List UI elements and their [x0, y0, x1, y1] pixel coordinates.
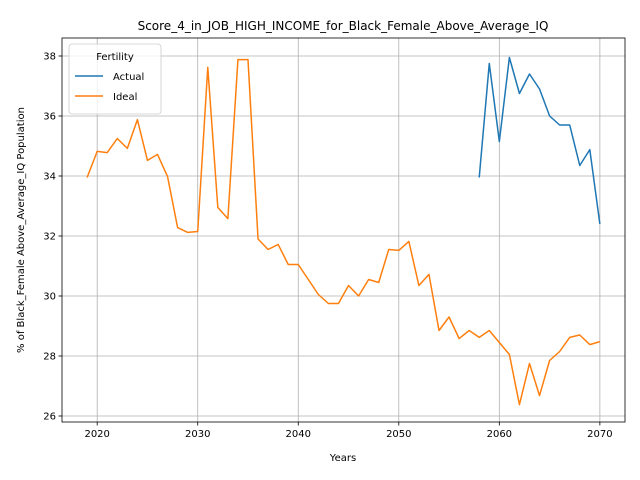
y-tick-label: 32: [43, 232, 56, 243]
y-tick-label: 36: [43, 112, 56, 123]
x-tick-label: 2070: [587, 429, 612, 440]
x-tick-label: 2050: [386, 429, 411, 440]
legend-entry-ideal: Ideal: [113, 92, 137, 103]
series-line-ideal: [86, 58, 601, 406]
series-lines: [86, 56, 601, 406]
x-tick-label: 2060: [487, 429, 512, 440]
x-tick-label: 2040: [286, 429, 311, 440]
x-tick-label: 2020: [84, 429, 109, 440]
y-tick-label: 26: [43, 412, 56, 423]
y-axis-ticks: 26 28 30 32 34 36 38: [43, 52, 62, 423]
chart-title: Score_4_in_JOB_HIGH_INCOME_for_Black_Fem…: [138, 19, 549, 33]
legend: Fertility Actual Ideal: [68, 43, 162, 115]
y-tick-label: 38: [43, 52, 56, 63]
y-axis-label: % of Black_Female Above_Average_IQ Popul…: [16, 107, 27, 353]
series-line-actual: [478, 56, 601, 225]
x-axis-ticks: 2020 2030 2040 2050 2060 2070: [84, 422, 613, 440]
legend-entry-actual: Actual: [113, 72, 144, 83]
x-axis-label: Years: [329, 453, 356, 464]
plot-frame: [61, 37, 626, 423]
x-tick-label: 2030: [185, 429, 210, 440]
y-tick-label: 28: [43, 352, 56, 363]
legend-title: Fertility: [96, 52, 134, 63]
y-tick-label: 30: [43, 292, 56, 303]
y-tick-label: 34: [43, 172, 56, 183]
